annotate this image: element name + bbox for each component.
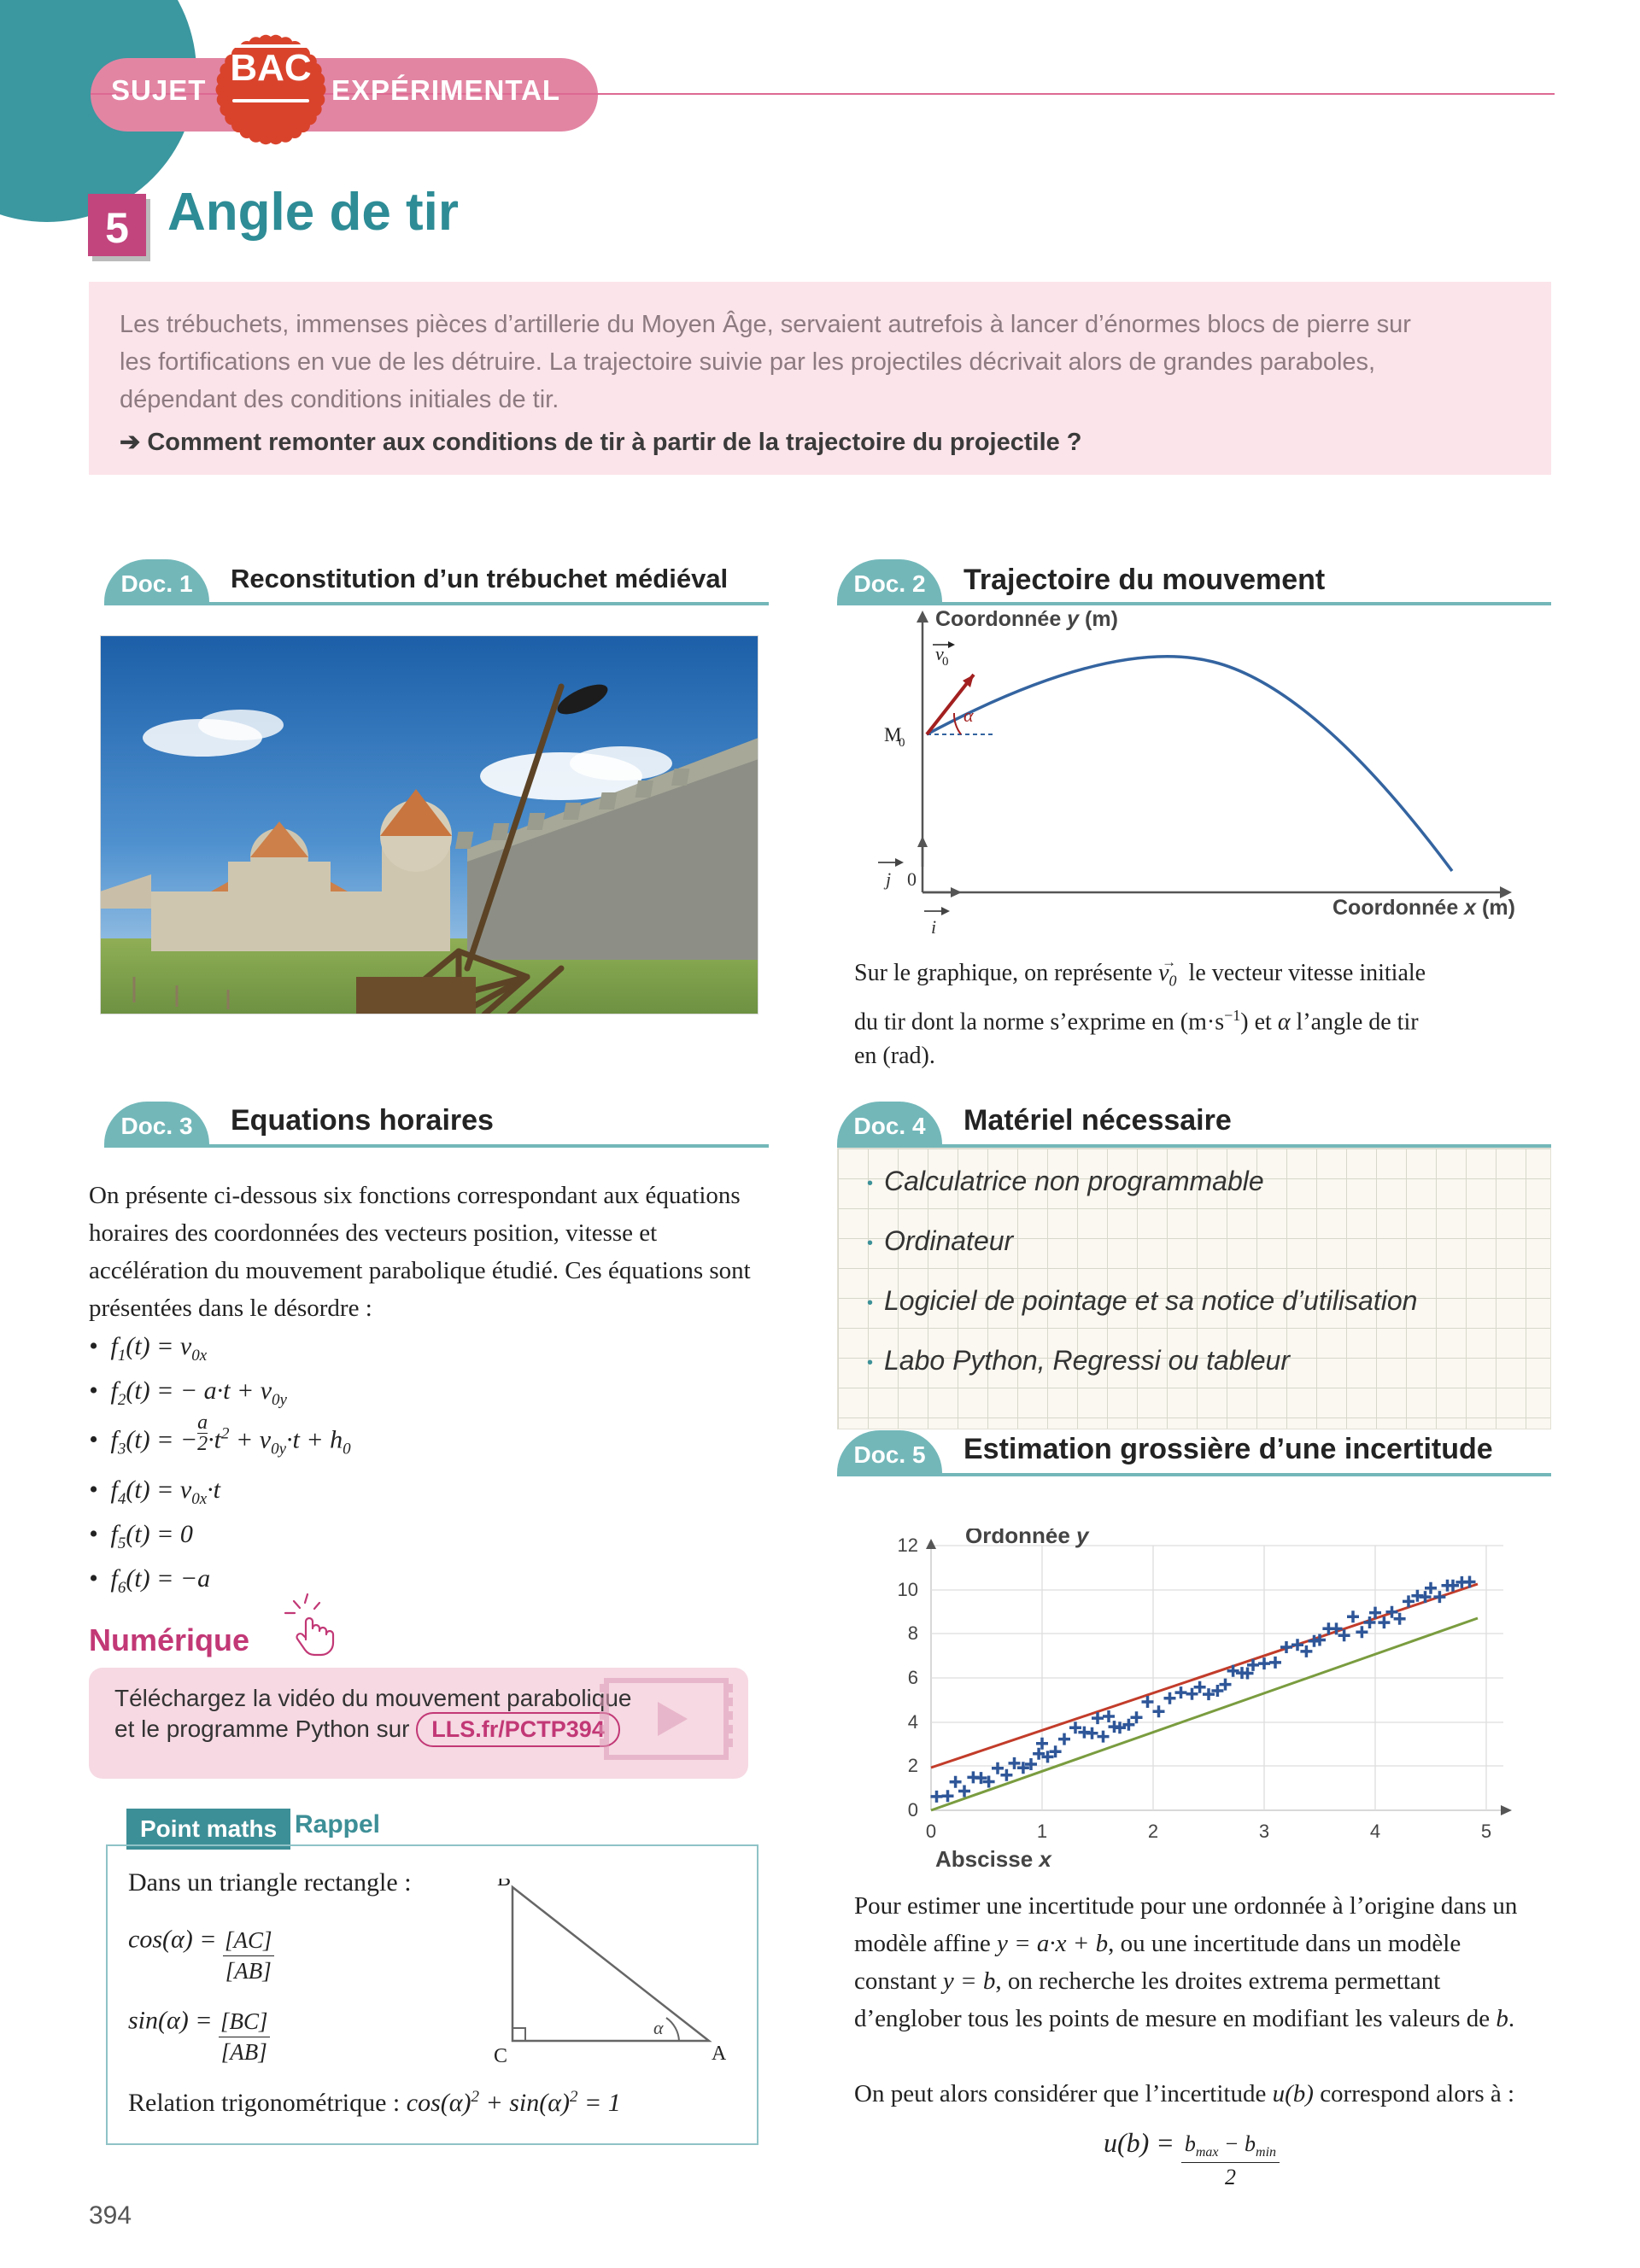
svg-text:B: B: [497, 1879, 511, 1891]
svg-text:α: α: [964, 704, 974, 726]
svg-text:α: α: [653, 2017, 664, 2038]
svg-text:8: 8: [908, 1622, 918, 1644]
svg-text:0: 0: [942, 655, 949, 669]
svg-text:i: i: [931, 916, 936, 938]
svg-text:6: 6: [908, 1667, 918, 1688]
svg-text:A: A: [712, 2043, 726, 2065]
svg-text:0: 0: [899, 736, 905, 750]
svg-text:2: 2: [1148, 1821, 1158, 1842]
svg-text:Ordonnée y: Ordonnée y: [965, 1529, 1090, 1548]
svg-text:Coordonnée y (m): Coordonnée y (m): [935, 607, 1118, 631]
svg-text:0: 0: [908, 1799, 918, 1821]
svg-text:5: 5: [1481, 1821, 1491, 1842]
svg-text:4: 4: [908, 1711, 918, 1733]
svg-text:Abscisse x: Abscisse x: [935, 1846, 1052, 1870]
svg-text:j: j: [883, 868, 891, 890]
svg-text:C: C: [494, 2045, 507, 2067]
svg-text:0: 0: [907, 868, 917, 890]
svg-text:4: 4: [1370, 1821, 1380, 1842]
svg-text:0: 0: [926, 1821, 936, 1842]
svg-text:3: 3: [1259, 1821, 1269, 1842]
svg-text:12: 12: [898, 1534, 918, 1556]
svg-text:Coordonnée x (m): Coordonnée x (m): [1332, 896, 1515, 920]
svg-text:2: 2: [908, 1755, 918, 1776]
svg-text:1: 1: [1037, 1821, 1047, 1842]
svg-text:10: 10: [898, 1579, 918, 1600]
